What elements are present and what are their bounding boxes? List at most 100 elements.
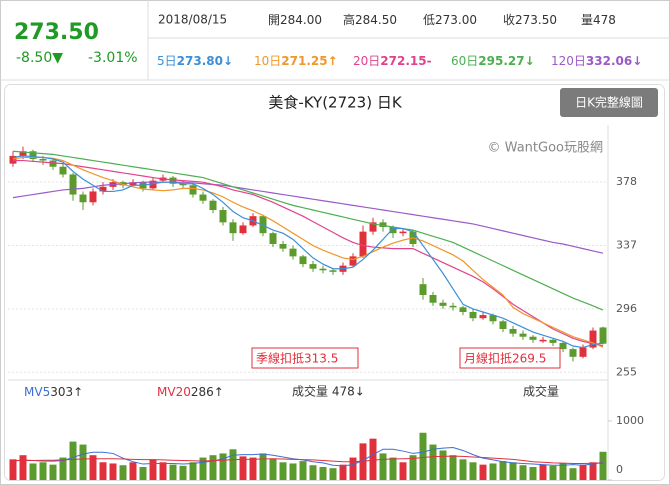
average: 60日295.27↓ — [451, 54, 535, 68]
quote-value: 273.50 — [515, 13, 557, 27]
volume-bar — [149, 459, 157, 480]
candle-body — [69, 174, 77, 195]
volume-bar — [49, 464, 57, 480]
candle-body — [529, 336, 537, 340]
average-value: 332.06↓ — [586, 54, 642, 68]
volume-bar — [129, 462, 137, 480]
candle-body — [269, 233, 277, 244]
candle-body — [179, 183, 187, 186]
quote-value: 478 — [593, 13, 616, 27]
candle-body — [499, 321, 507, 329]
candle-body — [49, 160, 57, 167]
volume-bar — [309, 465, 317, 480]
candle-body — [539, 339, 547, 342]
quote: 量478 — [581, 13, 616, 27]
volume-bar — [459, 459, 467, 480]
volume-bar — [399, 462, 407, 480]
volume-ma-line — [13, 455, 604, 464]
volume-bar — [599, 451, 607, 480]
volume-bar — [489, 463, 497, 480]
candle-body — [309, 264, 317, 269]
volume-bar — [189, 462, 197, 480]
candle-body — [29, 151, 37, 159]
candle-body — [569, 349, 577, 357]
candle-body — [429, 295, 437, 303]
volume-bar — [299, 461, 307, 480]
y-tick-label: 337 — [616, 239, 637, 252]
volume-bar — [89, 455, 97, 480]
volume-bar — [499, 461, 507, 480]
volume-bar — [519, 465, 527, 480]
volume-bar — [509, 462, 517, 480]
y-tick-label: 1000 — [616, 414, 644, 427]
button-label[interactable]: 日K完整線圖 — [575, 95, 643, 110]
volume-bar — [69, 441, 77, 480]
candle-body — [59, 166, 67, 175]
volume-bar — [29, 463, 37, 480]
volume-bar — [259, 453, 267, 480]
quote: 開284.00 — [268, 13, 322, 27]
volume-bar — [219, 453, 227, 480]
volume-bar — [9, 459, 17, 480]
volume-bar — [169, 464, 177, 480]
candle-body — [589, 330, 597, 348]
candle-body — [219, 210, 227, 223]
date: 2018/08/15 — [158, 13, 227, 27]
quote-label: 高 — [343, 12, 355, 27]
volume-bar — [269, 458, 277, 480]
average-value: 273.80↓ — [177, 54, 233, 68]
volume-bar — [539, 464, 547, 480]
volume-summary: 成交量 478↓ — [292, 384, 365, 399]
quote-value: 284.50 — [355, 13, 397, 27]
change: -8.50▼ — [16, 50, 63, 66]
candle-body — [359, 231, 367, 257]
candle-body — [129, 182, 137, 186]
volume-bar — [139, 467, 147, 480]
average: 120日332.06↓ — [551, 54, 642, 68]
average-value: 271.25↑ — [281, 54, 337, 68]
chart-title: 美食-KY(2723) 日K — [268, 94, 403, 112]
quote: 高284.50 — [343, 12, 397, 27]
annotation-box — [251, 347, 359, 369]
volume-bar — [479, 464, 487, 480]
average-label: 60日 — [451, 54, 478, 68]
average-label: 5日 — [157, 54, 177, 68]
average: 20日272.15- — [353, 54, 432, 68]
average-value: 295.27↓ — [478, 54, 534, 68]
volume-bar — [359, 443, 367, 480]
ma-line — [12, 181, 604, 254]
volume-bar — [469, 462, 477, 480]
candle-body — [289, 248, 297, 257]
y-tick-label: 296 — [616, 302, 637, 315]
full-chart-button[interactable] — [560, 88, 658, 117]
candle-body — [189, 185, 197, 195]
volume-title: 成交量 — [523, 384, 559, 399]
candle-body — [169, 177, 177, 184]
legend-name: MV5 — [24, 385, 50, 399]
volume-bar — [179, 465, 187, 480]
volume-bar — [209, 455, 217, 480]
candle-body — [379, 222, 387, 227]
volume-bar — [319, 467, 327, 480]
average: 5日273.80↓ — [157, 54, 233, 68]
annotation: 月線扣抵269.5 — [464, 351, 546, 366]
volume-bar — [589, 462, 597, 480]
quote: 收273.50 — [503, 13, 557, 27]
volume-bar — [409, 455, 417, 480]
candle-body — [259, 216, 267, 234]
legend-value: 303↑ — [50, 385, 83, 399]
candle-body — [279, 244, 287, 249]
legend-value: 286↑ — [191, 385, 224, 399]
candle-body — [99, 186, 107, 192]
ma-line — [12, 150, 604, 311]
candle-body — [369, 222, 377, 232]
y-tick-label: 378 — [616, 175, 637, 188]
volume-bar — [199, 457, 207, 480]
ma-line — [12, 155, 604, 349]
ma-line — [12, 156, 604, 348]
average-label: 120日 — [551, 54, 586, 68]
quote-label: 開 — [268, 13, 280, 27]
candle-body — [489, 315, 497, 322]
candle-body — [469, 312, 477, 319]
candle-body — [519, 333, 527, 337]
